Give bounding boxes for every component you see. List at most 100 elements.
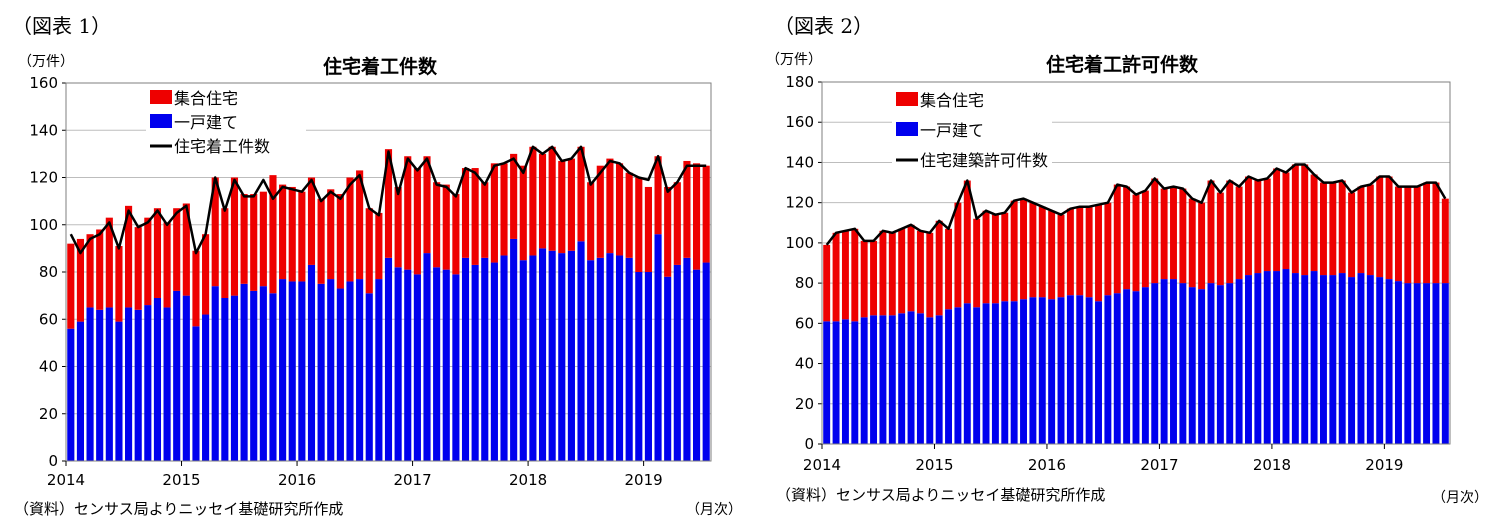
bar-multifamily: [500, 163, 508, 256]
bar-multifamily: [1123, 186, 1131, 290]
bar-multifamily: [394, 186, 402, 268]
y-axis-label: （万件）: [766, 52, 822, 68]
bar-multifamily: [269, 175, 277, 294]
bar-single-family: [1123, 289, 1131, 444]
bar-multifamily: [1029, 202, 1037, 298]
y-tick-label: 60: [39, 310, 58, 328]
bar-multifamily: [1207, 180, 1215, 284]
bar-single-family: [1366, 275, 1374, 444]
bar-single-family: [1001, 301, 1009, 444]
source-note: （資料）センサス局よりニッセイ基礎研究所作成: [776, 486, 1105, 504]
bar-multifamily: [1170, 186, 1177, 280]
bar-single-family: [461, 257, 470, 461]
bar-single-family: [907, 311, 915, 444]
bar-single-family: [1216, 285, 1224, 444]
bar-multifamily: [356, 170, 364, 280]
bar-multifamily: [587, 182, 595, 261]
bar-multifamily: [1020, 198, 1027, 300]
bar-single-family: [635, 272, 643, 461]
bar-multifamily: [954, 202, 962, 308]
y-tick-label: 80: [795, 274, 814, 292]
bar-single-family: [317, 283, 325, 461]
bar-single-family: [615, 255, 624, 461]
bar-multifamily: [230, 177, 239, 296]
bar-single-family: [529, 255, 537, 461]
bar-multifamily: [365, 208, 373, 294]
bar-single-family: [1020, 299, 1027, 444]
bar-single-family: [1376, 277, 1384, 444]
bar-single-family: [481, 257, 489, 461]
bar-multifamily: [991, 214, 999, 304]
bar-multifamily: [163, 222, 171, 308]
bar-single-family: [307, 264, 316, 461]
bar-multifamily: [240, 194, 248, 284]
y-tick-label: 160: [29, 74, 58, 92]
bar-single-family: [1010, 301, 1018, 444]
bar-single-family: [538, 248, 547, 461]
bar-single-family: [182, 295, 190, 461]
bar-multifamily: [870, 240, 878, 316]
bar-multifamily: [1376, 176, 1384, 278]
bar-multifamily: [683, 160, 691, 258]
figure-label-2: （図表 2）: [774, 14, 874, 38]
bar-single-family: [644, 272, 652, 461]
bar-multifamily: [832, 232, 840, 322]
bar-single-family: [67, 328, 75, 461]
chart-panel-2: （図表 2） 0 20 40 60 80 100 120 140 160 180 2014 2015 2…: [744, 0, 1488, 524]
bar-single-family: [115, 321, 123, 461]
bar-multifamily: [916, 230, 924, 314]
bar-multifamily: [471, 168, 479, 265]
legend-swatch: [896, 92, 918, 106]
bar-multifamily: [433, 182, 441, 268]
plot-frame: [821, 81, 1451, 445]
bar-single-family: [916, 313, 924, 444]
x-tick-label: 2019: [1365, 456, 1403, 474]
bar-single-family: [1066, 295, 1074, 444]
bar-multifamily: [1198, 202, 1206, 290]
legend-bg: [892, 149, 1052, 169]
bar-multifamily: [1404, 186, 1412, 284]
bar-single-family: [1057, 297, 1065, 444]
bar-multifamily: [404, 156, 412, 270]
legend-label: 一戸建て: [920, 121, 984, 140]
bar-multifamily: [567, 158, 575, 251]
bar-single-family: [134, 309, 142, 461]
bar-single-family: [1282, 269, 1290, 444]
bar-multifamily: [1441, 198, 1449, 284]
bar-single-family: [596, 257, 604, 461]
bar-multifamily: [945, 228, 953, 310]
bar-multifamily: [1076, 206, 1084, 296]
bar-multifamily: [327, 189, 335, 280]
bar-multifamily: [259, 191, 267, 287]
bar-multifamily: [384, 149, 393, 258]
bar-multifamily: [67, 243, 75, 329]
bar-single-family: [1188, 287, 1196, 444]
bar-multifamily: [1385, 176, 1393, 280]
bar-single-family: [125, 307, 133, 461]
bar-multifamily: [1179, 188, 1187, 284]
bar-multifamily: [317, 198, 325, 284]
bar-multifamily: [860, 240, 868, 318]
bar-multifamily: [982, 210, 990, 304]
bar-single-family: [1170, 279, 1177, 444]
legend-label: 集合住宅: [920, 91, 984, 110]
bar-single-family: [587, 260, 595, 461]
y-axis-label: （万件）: [18, 54, 74, 70]
bar-multifamily: [702, 165, 710, 263]
bar-multifamily: [250, 194, 258, 291]
bar-single-family: [1273, 271, 1281, 444]
bar-multifamily: [1010, 200, 1018, 302]
bar-single-family: [1113, 293, 1121, 444]
bar-multifamily: [1226, 180, 1234, 284]
bar-multifamily: [963, 180, 971, 304]
bar-single-family: [567, 250, 575, 461]
bar-single-family: [1348, 277, 1356, 444]
bar-multifamily: [519, 165, 527, 261]
y-tick-label: 160: [785, 113, 814, 131]
bar-single-family: [692, 269, 701, 461]
bar-single-family: [1254, 273, 1262, 444]
y-tick-label: 40: [795, 355, 814, 373]
bar-single-family: [1423, 283, 1431, 444]
bar-single-family: [1141, 287, 1149, 444]
bar-single-family: [860, 317, 868, 444]
